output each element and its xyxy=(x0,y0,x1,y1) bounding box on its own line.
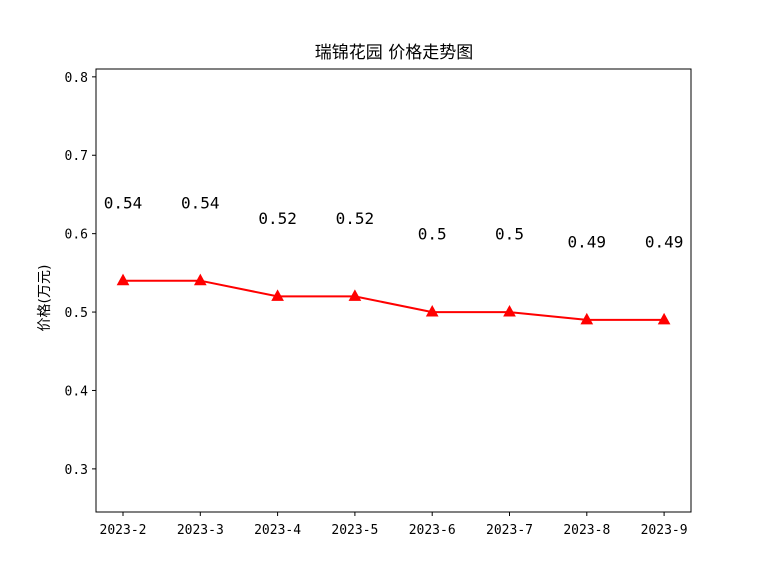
data-label: 0.54 xyxy=(181,193,220,212)
chart-title: 瑞锦花园 价格走势图 xyxy=(315,43,473,63)
y-tick-label: 0.5 xyxy=(65,306,88,321)
data-label: 0.5 xyxy=(495,225,524,244)
x-tick-label: 2023-3 xyxy=(177,523,224,538)
x-tick-label: 2023-6 xyxy=(409,523,456,538)
y-tick-label: 0.8 xyxy=(65,71,88,86)
series-line xyxy=(123,279,665,321)
data-point-marker xyxy=(425,305,439,317)
y-tick-label: 0.6 xyxy=(65,228,88,243)
x-tick-label: 2023-4 xyxy=(254,523,301,538)
plot-frame xyxy=(95,68,692,513)
data-label: 0.52 xyxy=(336,209,375,228)
data-point-marker xyxy=(657,312,671,325)
data-point-marker xyxy=(348,289,362,301)
data-point-marker xyxy=(580,312,594,325)
x-tick-label: 2023-9 xyxy=(641,523,688,538)
x-tick-label: 2023-2 xyxy=(100,523,147,538)
y-tick-label: 0.4 xyxy=(65,384,89,399)
x-tick-label: 2023-7 xyxy=(486,523,533,538)
data-point-marker xyxy=(193,273,207,286)
data-label: 0.52 xyxy=(258,209,297,228)
data-point-marker xyxy=(271,289,284,301)
data-point-marker xyxy=(116,273,130,286)
plot-area: 0.3 0.4 0.5 0.6 0.7 0.8 2023-2 2023-3 2023-4 2023… xyxy=(65,71,688,538)
data-label: 0.49 xyxy=(568,232,607,251)
data-label: 0.5 xyxy=(418,225,447,244)
data-label: 0.54 xyxy=(104,193,143,212)
x-tick-label: 2023-8 xyxy=(563,523,610,538)
y-axis-label: 价格(万元) xyxy=(37,265,53,332)
data-label: 0.49 xyxy=(645,232,684,251)
y-tick-label: 0.3 xyxy=(65,463,88,478)
y-tick-label: 0.7 xyxy=(65,149,88,164)
data-point-marker xyxy=(503,305,516,317)
x-tick-label: 2023-5 xyxy=(331,523,378,538)
